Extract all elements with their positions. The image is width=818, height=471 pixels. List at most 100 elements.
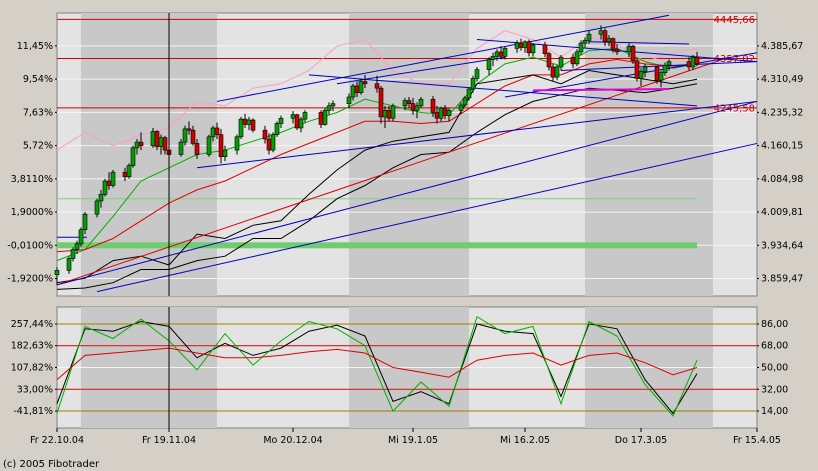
oscillator-left-tick-label: 33,00% <box>17 384 53 395</box>
candle-body <box>250 119 256 131</box>
candle-body <box>194 143 200 155</box>
candle-body <box>298 118 304 129</box>
candle-body <box>154 131 160 147</box>
candle-body <box>654 66 660 81</box>
candle-body <box>526 41 532 54</box>
candle-body <box>602 30 608 43</box>
price-left-tick-label: 9,54% <box>23 74 53 85</box>
candle-body <box>110 171 116 186</box>
price-indicator-line <box>56 83 698 290</box>
x-tick-label: Mo 20.12.04 <box>263 435 322 446</box>
x-tick-label: Do 17.3.05 <box>615 435 667 446</box>
price-level-label: 4245,58 <box>714 103 755 114</box>
candle-body <box>318 112 324 125</box>
candle-body <box>386 109 392 119</box>
candle-body <box>518 42 524 48</box>
price-shaded-period <box>349 13 469 296</box>
price-right-tick-label: 4.160,15 <box>761 141 803 152</box>
oscillator-right-tick-label: 50,00 <box>761 363 788 374</box>
oscillator-right-tick-label: 68,00 <box>761 341 788 352</box>
trendline <box>216 14 670 102</box>
candle-body <box>330 103 336 107</box>
candle-body <box>190 129 196 144</box>
candle-body <box>434 112 440 119</box>
candle-body <box>354 85 360 93</box>
candle-body <box>582 40 588 44</box>
oscillator-line <box>56 347 698 380</box>
candle-body <box>122 171 128 177</box>
candle-body <box>586 33 592 41</box>
candle-body <box>98 193 104 202</box>
candle-body <box>438 107 444 119</box>
candle-body <box>410 103 416 111</box>
oscillator-right-tick-label: 86,00 <box>761 319 788 330</box>
candle-body <box>238 118 244 138</box>
candle-body <box>694 56 700 65</box>
candle-body <box>554 66 560 78</box>
candle-body <box>514 42 520 49</box>
candle-body <box>558 56 564 68</box>
candle-body <box>638 71 644 79</box>
candle-body <box>102 180 108 195</box>
candle-body <box>162 137 168 151</box>
oscillator-line <box>56 315 698 417</box>
candle-body <box>138 141 144 146</box>
candle-body <box>634 60 640 79</box>
candle-body <box>74 243 80 250</box>
candle-body <box>614 48 620 53</box>
price-right-tick-label: 4.084,98 <box>761 174 803 185</box>
trendline <box>532 88 670 92</box>
candle-body <box>186 128 192 131</box>
price-left-tick-label: 3,8110% <box>11 174 53 185</box>
candle-body <box>234 136 240 151</box>
price-left-tick-label: -1,9200% <box>7 274 53 285</box>
candle-body <box>82 213 88 230</box>
oscillator-panel: 257,44% 86,00 182,63% 68,00 107,82% 50,00 33,0… <box>11 306 788 429</box>
candle-body <box>70 249 76 259</box>
trendline <box>96 142 758 293</box>
candle-body <box>442 107 448 116</box>
candle-body <box>214 127 220 135</box>
price-right-tick-label: 3.934,64 <box>761 240 803 251</box>
candle-body <box>626 45 632 53</box>
candle-body <box>78 229 84 245</box>
candle-body <box>522 41 528 48</box>
candle-body <box>606 38 612 43</box>
candle-body <box>418 98 424 107</box>
oscillator-left-tick-label: 182,63% <box>11 341 53 352</box>
price-left-tick-label: -0,0100% <box>7 240 53 251</box>
price-panel: 11,45% 4.385,67 9,54% 4.310,49 7,63% 4.235,32… <box>7 12 803 297</box>
price-right-tick-label: 4.385,67 <box>761 41 803 52</box>
price-right-tick-label: 4.009,81 <box>761 207 803 218</box>
candle-body <box>630 45 636 62</box>
candle-body <box>382 109 388 118</box>
candle-body <box>578 42 584 53</box>
oscillator-left-tick-label: -41,81% <box>13 406 53 417</box>
price-right-tick-label: 3.859,47 <box>761 274 803 285</box>
candle-body <box>278 117 284 124</box>
trendline <box>56 100 758 286</box>
candle-body <box>270 134 276 151</box>
candle-body <box>550 66 556 78</box>
candle-body <box>666 61 672 66</box>
candle-body <box>322 109 328 125</box>
x-tick-label: Fr 22.10.04 <box>30 435 84 446</box>
oscillator-right-tick-label: 32,00 <box>761 384 788 395</box>
candle-body <box>662 64 668 73</box>
price-indicator-line <box>56 58 698 253</box>
candle-body <box>598 30 604 35</box>
candle-body <box>430 98 436 113</box>
candle-body <box>642 66 648 72</box>
candle-body <box>686 61 692 68</box>
candle-body <box>222 149 228 158</box>
candle-body <box>94 200 100 215</box>
candle-body <box>474 69 480 79</box>
x-tick-label: Fr 19.11.04 <box>142 435 196 446</box>
candle-body <box>182 128 188 143</box>
price-indicator-line <box>56 30 698 151</box>
candle-body <box>274 123 280 135</box>
candle-body <box>610 38 616 50</box>
candle-body <box>106 180 112 186</box>
candle-body <box>486 59 492 70</box>
